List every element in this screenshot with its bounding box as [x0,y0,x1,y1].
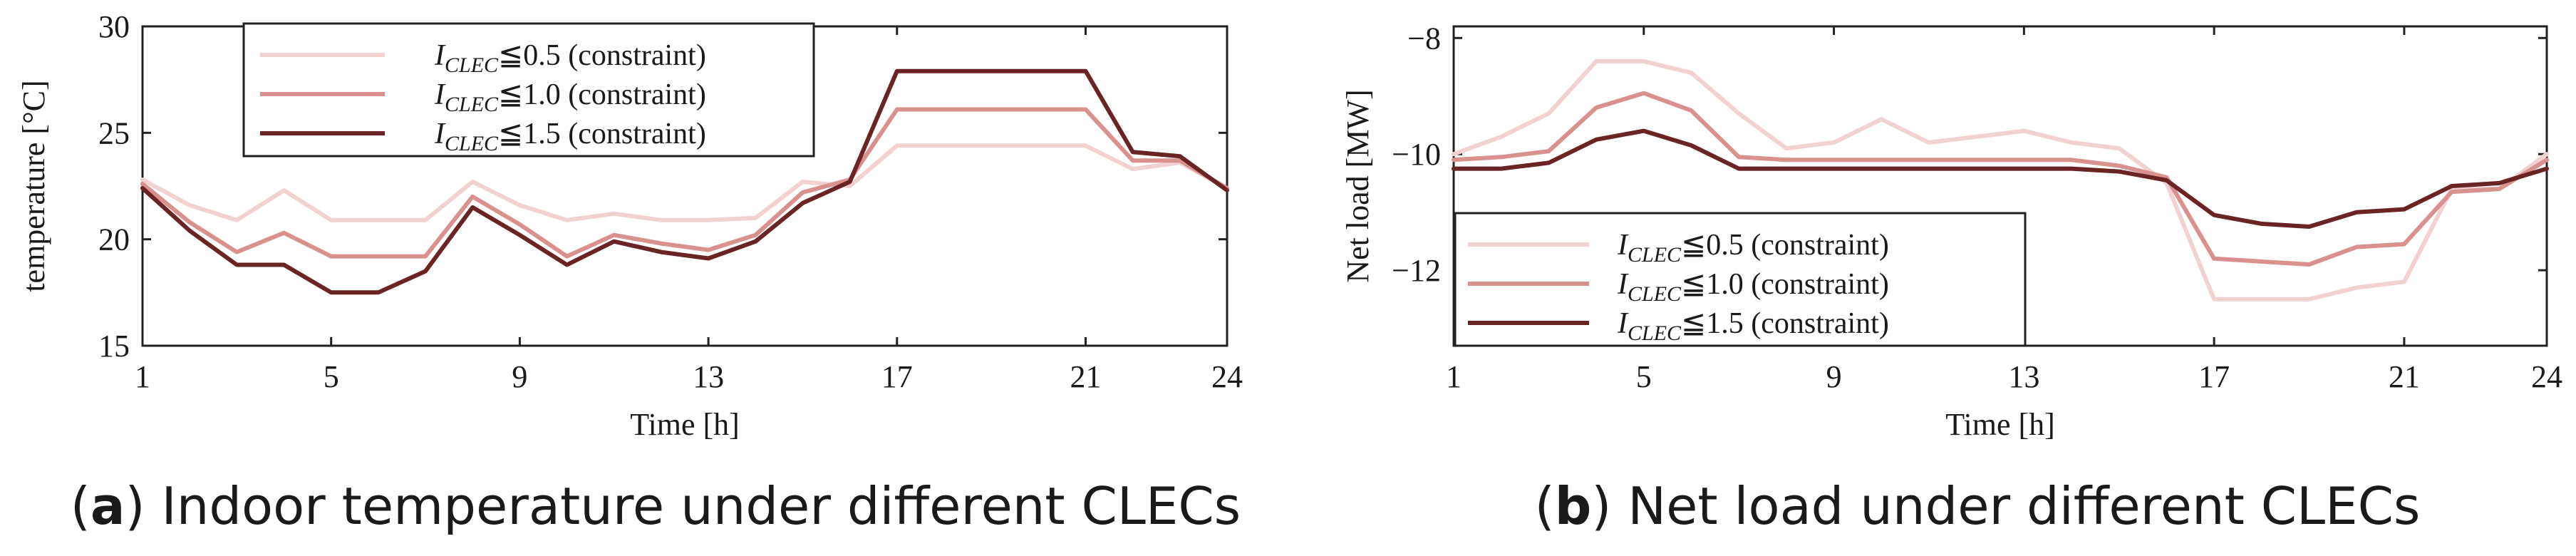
x-tick-label: 13 [693,359,724,394]
y-tick-label: −8 [1407,21,1441,56]
data-point [943,145,945,146]
data-point [1595,139,1597,140]
y-tick-label: 30 [98,9,130,44]
data-point [2213,258,2215,259]
data-point [755,217,756,219]
data-point [755,241,756,242]
data-point [519,224,520,225]
y-tick-label: 20 [98,222,130,257]
x-tick-label: 24 [2531,359,2562,394]
data-point [1132,160,1134,161]
data-point [708,249,709,251]
data-point [1085,108,1086,110]
data-point [472,196,473,197]
data-point [990,145,992,146]
x-tick-label: 9 [1826,359,1842,394]
data-point [2451,185,2453,187]
legend-label-2: ICLEC≦1.5 (constraint) [434,118,706,155]
x-axis-label: Time [h] [630,407,740,442]
data-point [1976,168,1977,170]
x-tick-label: 5 [1636,359,1652,394]
legend-label-2: ICLEC≦1.5 (constraint) [1617,307,1889,345]
data-point [1548,113,1549,114]
y-tick-label: 15 [98,329,130,364]
y-axis-label: temperature [°C] [16,80,51,292]
data-point [2451,188,2453,190]
series-line-0 [1452,58,2549,302]
caption-a: (a) Indoor temperature under different C… [71,476,1241,536]
y-tick-label: 25 [98,115,130,150]
data-point [1179,155,1181,157]
data-point [1038,145,1039,146]
x-tick-label: 13 [2008,359,2039,394]
data-point [943,108,945,110]
legend-label-0: ICLEC≦0.5 (constraint) [434,39,706,77]
data-point [1690,110,1692,111]
caption-a-text: Indoor temperature under different CLECs [161,476,1241,536]
data-point [2261,261,2262,262]
data-point [425,270,426,272]
data-point [802,202,803,204]
x-tick-label: 17 [2198,359,2230,394]
data-point [1833,168,1835,170]
legend: ICLEC≦0.5 (constraint)ICLEC≦1.0 (constra… [242,22,815,158]
net-load-chart: 1 5 9 13 17 21 24 −12 −10 −8 Time [h] Net load [MW]… [1340,21,2562,442]
caption-b: (b) Net load under different CLECs [1535,476,2421,536]
caption-b-letter: b [1555,476,1592,536]
data-point [708,258,709,259]
series-line-1 [140,107,1229,259]
data-point [990,108,992,110]
data-point [849,185,851,187]
data-point [425,256,426,257]
x-axis-label: Time [h] [1945,407,2055,442]
series-line-0 [140,143,1229,222]
series-line-2 [1452,128,2549,229]
data-point [1928,142,1930,143]
x-tick-label: 9 [512,359,527,394]
data-point [896,145,898,146]
x-tick-label: 5 [324,359,339,394]
data-point [1833,142,1835,143]
legend-label-1: ICLEC≦1.0 (constraint) [1617,268,1889,306]
data-point [2261,223,2262,225]
data-point [1881,168,1882,170]
data-point [1928,168,1930,170]
x-tick-label: 17 [881,359,913,394]
y-tick-label: −12 [1392,253,1441,288]
x-tick-label: 1 [1446,359,1462,394]
legend: ICLEC≦0.5 (constraint)ICLEC≦1.0 (constra… [1454,212,2027,347]
caption-a-letter: a [90,476,125,536]
x-tick-label: 21 [1070,359,1101,394]
x-tick-label: 24 [1211,359,1243,394]
data-point [2498,188,2500,190]
data-point [1085,145,1086,146]
data-point [2498,182,2500,184]
data-point [1038,108,1039,110]
data-point [1179,160,1181,161]
data-point [1548,150,1549,152]
data-point [2071,168,2072,170]
series-line-1 [1452,91,2549,267]
data-point [1976,136,1977,138]
y-axis-label: Net load [MW] [1340,89,1375,282]
caption-b-text: Net load under different CLECs [1628,476,2420,536]
data-point [1132,151,1134,153]
x-tick-label: 1 [135,359,150,394]
data-point [1881,118,1882,120]
series-line-2 [140,68,1229,295]
legend-label-0: ICLEC≦0.5 (constraint) [1617,229,1889,267]
data-point [1643,130,1645,132]
data-point [896,108,898,110]
legend-label-1: ICLEC≦1.0 (constraint) [434,78,706,116]
data-point [2071,142,2072,143]
data-point [1132,168,1134,170]
y-tick-label: −10 [1392,137,1441,172]
x-tick-label: 21 [2389,359,2420,394]
